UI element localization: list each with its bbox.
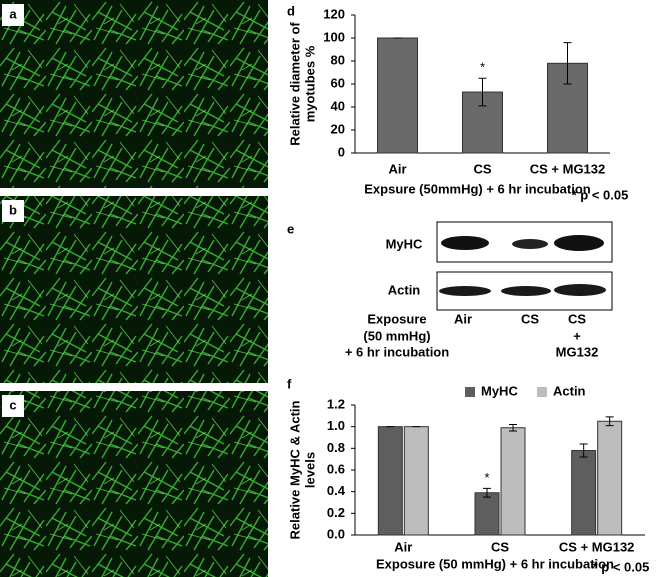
row-label: MyHC: [386, 236, 423, 251]
y-axis-label: myotubes %: [302, 45, 317, 122]
y-tick-label: 0.8: [327, 440, 345, 455]
x-tick-label: CS + MG132: [559, 539, 635, 554]
micrograph: [0, 391, 268, 577]
x-tick-label: CS + MG132: [530, 161, 606, 176]
band: [554, 284, 606, 296]
x-tick-label: CS: [491, 539, 509, 554]
y-axis-label: Relative MyHC & Actin: [287, 400, 302, 539]
band: [439, 286, 491, 296]
y-tick-label: 100: [323, 29, 345, 44]
panel-letter: e: [287, 221, 294, 236]
legend-swatch: [537, 387, 547, 397]
western-blot: e MyHC Actin Exposure (50 mmHg) + 6 hr i…: [287, 221, 613, 359]
x-tick-label: Air: [394, 539, 412, 554]
band: [441, 236, 489, 250]
y-axis-label: Relative diameter of: [287, 22, 302, 146]
note: * p < 0.05: [593, 559, 650, 574]
row-label: Actin: [388, 282, 421, 297]
micrograph: [0, 196, 268, 383]
lane-label: Air: [454, 311, 472, 326]
error-bar: [605, 416, 614, 427]
bar: [571, 450, 597, 536]
y-tick-label: 120: [323, 6, 345, 21]
significance-mark: *: [480, 60, 485, 75]
x-tick-label: CS: [473, 161, 491, 176]
band: [501, 286, 551, 296]
lane-label: CS: [521, 311, 539, 326]
bar: [403, 426, 429, 536]
condition-label: Exposure: [367, 311, 426, 326]
condition-label: + 6 hr incubation: [345, 344, 449, 359]
panel-label: a b c: [2, 4, 24, 417]
x-tick-label: Air: [388, 161, 406, 176]
y-tick-label: 20: [331, 121, 345, 136]
condition-label: (50 mmHg): [363, 328, 430, 343]
bar: [377, 426, 403, 536]
panel-letter: c: [9, 397, 16, 412]
y-tick-label: 60: [331, 75, 345, 90]
panel-letter: d: [287, 3, 295, 18]
note: * p < 0.05: [572, 187, 629, 202]
bar: [500, 427, 526, 536]
band: [554, 235, 604, 251]
error-bar: [483, 487, 491, 498]
legend-label: Actin: [553, 383, 586, 398]
x-axis-label: Expsure (50mmHg) + 6 hr incubation: [364, 181, 591, 196]
y-tick-label: 1.0: [327, 418, 345, 433]
band: [512, 239, 548, 249]
panel-letter: f: [287, 376, 292, 391]
bar: [597, 420, 623, 536]
significance-mark: *: [484, 470, 489, 485]
y-tick-label: 0.2: [327, 505, 345, 520]
y-tick-label: 80: [331, 52, 345, 67]
y-axis-label: levels: [302, 452, 317, 488]
y-tick-label: 0.0: [327, 526, 345, 541]
legend-label: MyHC: [481, 383, 518, 398]
lane-label: MG132: [556, 344, 599, 359]
y-tick-label: 0.6: [327, 461, 345, 476]
legend-swatch: [465, 387, 475, 397]
bar: [474, 492, 500, 536]
error-bar: [509, 424, 517, 432]
y-tick-label: 40: [331, 98, 345, 113]
x-axis-label: Exposure (50 mmHg) + 6 hr incubation: [376, 556, 614, 571]
error-bar: [478, 77, 487, 107]
y-tick-label: 1.2: [327, 396, 345, 411]
lane-label: CS: [568, 311, 586, 326]
bar: [377, 37, 418, 154]
error-bar: [579, 443, 588, 458]
panel-letter: b: [9, 202, 17, 217]
lane-label: +: [573, 328, 581, 343]
y-tick-label: 0: [338, 144, 345, 159]
error-bar: [563, 42, 572, 85]
panel-letter: a: [9, 6, 17, 21]
micrograph: [0, 0, 268, 188]
y-tick-label: 0.4: [327, 483, 346, 498]
